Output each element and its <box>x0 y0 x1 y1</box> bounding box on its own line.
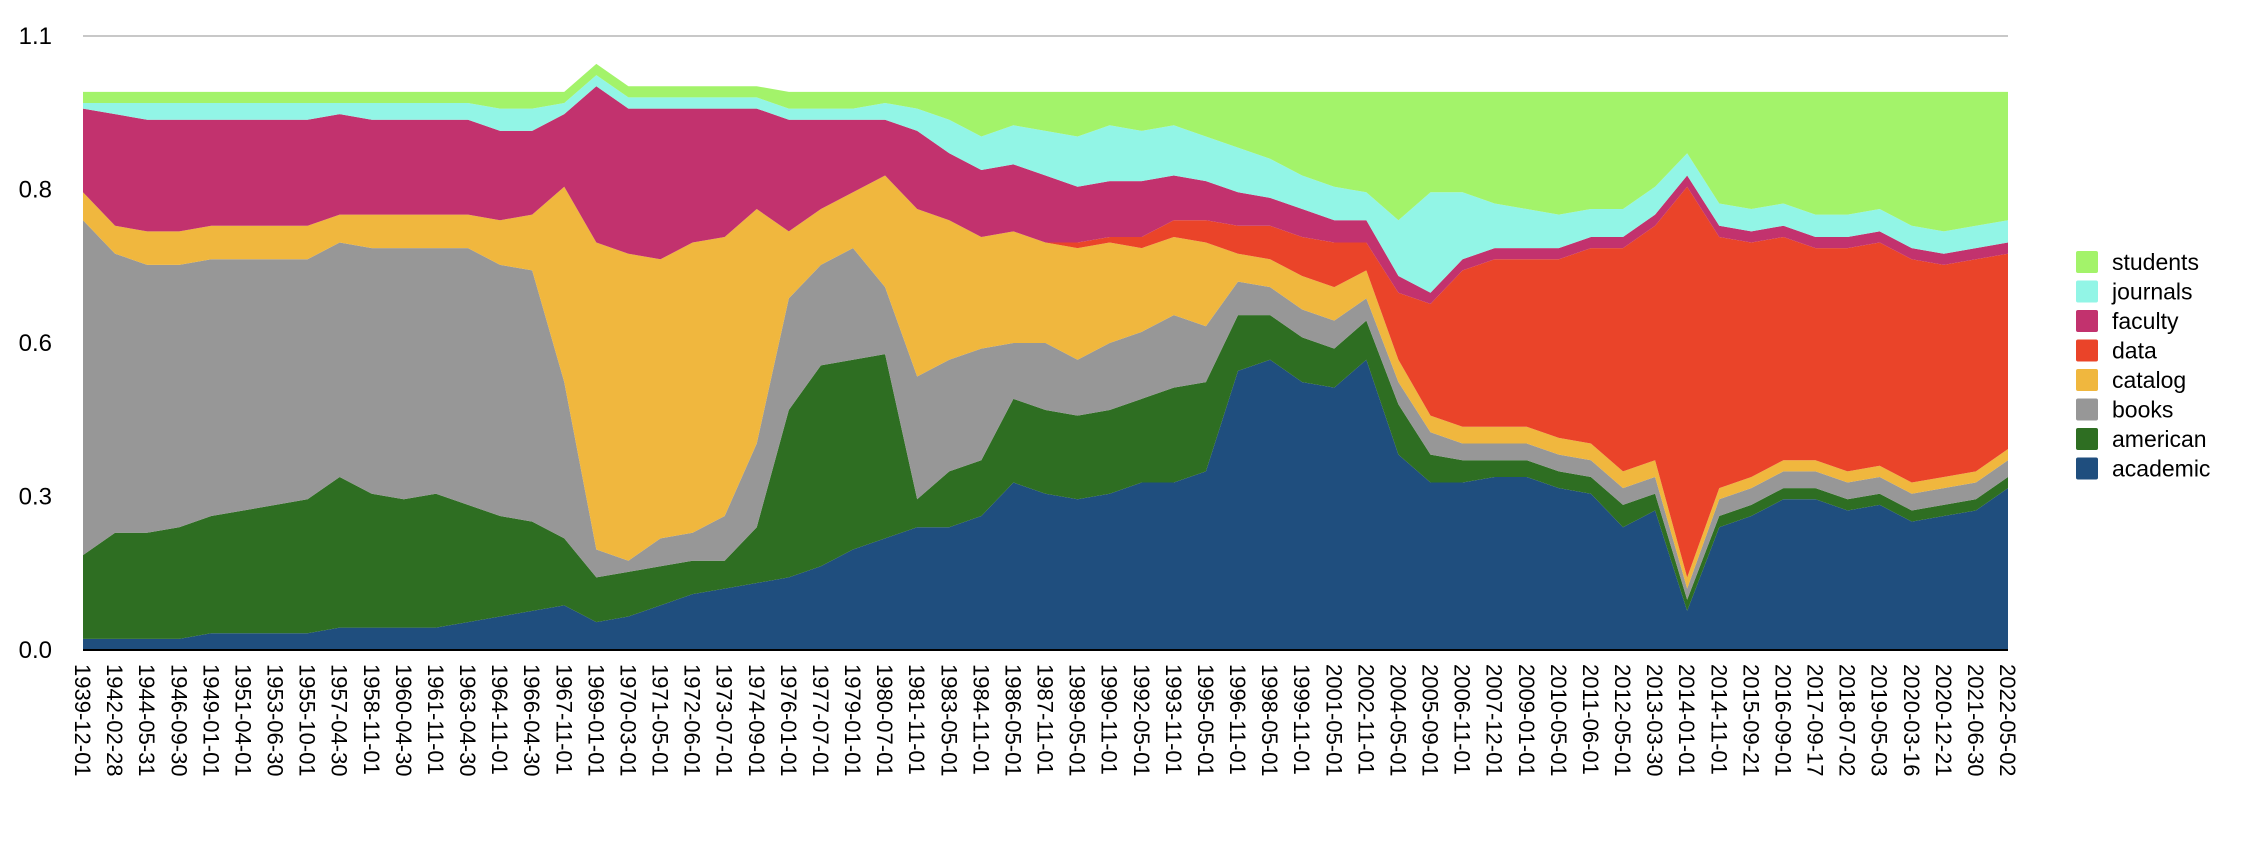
x-tick-label: 1953-06-30 <box>263 664 288 777</box>
legend-swatch-academic <box>2076 457 2098 480</box>
legend-label-journals: journals <box>2111 279 2193 305</box>
x-tick-label: 1970-03-01 <box>615 664 640 777</box>
x-tick-label: 1986-05-01 <box>1000 664 1025 777</box>
x-tick-label: 1990-11-01 <box>1097 664 1122 775</box>
x-tick-label: 2006-11-01 <box>1450 664 1475 775</box>
x-tick-label: 1977-07-01 <box>808 664 833 777</box>
area-academic <box>83 359 2008 650</box>
x-tick-label: 1992-05-01 <box>1129 664 1154 777</box>
x-tick-label: 1942-02-28 <box>102 664 127 777</box>
y-tick-label: 0.6 <box>19 330 52 357</box>
legend-label-faculty: faculty <box>2112 308 2179 334</box>
area-journals <box>83 75 2008 293</box>
x-tick-label: 2022-05-02 <box>1995 664 2020 777</box>
x-tick-label: 1972-06-01 <box>680 664 705 777</box>
legend-label-students: students <box>2112 249 2199 275</box>
x-tick-label: 2014-11-01 <box>1706 664 1731 775</box>
x-tick-label: 2018-07-02 <box>1835 664 1860 777</box>
x-tick-label: 1946-09-30 <box>166 664 191 777</box>
legend: students journals faculty data catalog books a… <box>2076 249 2210 482</box>
x-tick-label: 2002-11-01 <box>1353 664 1378 775</box>
x-tick-label: 2012-05-01 <box>1610 664 1635 777</box>
area-data <box>83 175 2008 578</box>
x-tick-label: 1957-04-30 <box>327 664 352 777</box>
y-tick-label: 0.0 <box>19 637 52 664</box>
x-tick-label: 2007-12-01 <box>1482 664 1507 777</box>
x-tick-label: 2001-05-01 <box>1321 664 1346 777</box>
x-tick-label: 1974-09-01 <box>744 664 769 777</box>
area-catalog <box>83 175 2008 589</box>
x-tick-label: 1960-04-30 <box>391 664 416 777</box>
x-tick-label: 1984-11-01 <box>968 664 993 775</box>
x-tick-label: 1944-05-31 <box>134 664 159 777</box>
x-tick-label: 1976-01-01 <box>776 664 801 777</box>
x-tick-label: 1983-05-01 <box>936 664 961 777</box>
x-tick-label: 2011-06-01 <box>1578 664 1603 775</box>
y-tick-label: 0.8 <box>19 177 52 204</box>
x-tick-label: 1989-05-01 <box>1065 664 1090 777</box>
y-tick-label: 0.3 <box>19 484 52 511</box>
legend-swatch-data <box>2076 339 2098 362</box>
legend-label-american: american <box>2112 426 2207 452</box>
x-tick-label: 2019-05-03 <box>1867 664 1892 777</box>
x-tick-label: 2020-12-21 <box>1931 664 1956 777</box>
x-tick-label: 2021-06-30 <box>1963 664 1988 777</box>
x-tick-label: 1958-11-01 <box>359 664 384 775</box>
y-axis-ticks: 0.0 0.3 0.6 0.8 1.1 <box>19 23 52 664</box>
legend-swatch-faculty <box>2076 310 2098 332</box>
area-series-group <box>83 63 2008 651</box>
legend-swatch-american <box>2076 428 2098 450</box>
x-tick-label: 1951-04-01 <box>230 664 255 777</box>
x-tick-label: 1955-10-01 <box>295 664 320 777</box>
x-tick-label: 1964-11-01 <box>487 664 512 775</box>
x-tick-label: 2015-09-21 <box>1738 664 1763 777</box>
x-tick-label: 1980-07-01 <box>872 664 897 777</box>
legend-swatch-books <box>2076 398 2098 421</box>
x-tick-label: 1949-01-01 <box>198 664 223 777</box>
x-tick-label: 1996-11-01 <box>1225 664 1250 775</box>
x-tick-label: 1993-11-01 <box>1161 664 1186 775</box>
x-tick-label: 1998-05-01 <box>1257 664 1282 777</box>
x-tick-label: 1967-11-01 <box>551 664 576 775</box>
x-tick-label: 1969-01-01 <box>583 664 608 777</box>
x-tick-label: 1999-11-01 <box>1289 664 1314 775</box>
x-tick-label: 1963-04-30 <box>455 664 480 777</box>
x-tick-label: 1971-05-01 <box>648 664 673 777</box>
x-tick-label: 2014-01-01 <box>1674 664 1699 777</box>
legend-swatch-catalog <box>2076 369 2098 391</box>
x-tick-label: 1961-11-01 <box>423 664 448 775</box>
x-tick-label: 2016-09-01 <box>1770 664 1795 777</box>
area-students <box>83 63 2008 232</box>
x-axis-ticks: 1939-12-01 1942-02-28 1944-05-31 1946-09-30… <box>70 664 2020 777</box>
legend-label-catalog: catalog <box>2112 367 2186 393</box>
x-tick-label: 2009-01-01 <box>1514 664 1539 777</box>
area-american <box>83 315 2008 639</box>
x-tick-label: 1973-07-01 <box>712 664 737 777</box>
legend-label-books: books <box>2112 397 2173 423</box>
x-tick-label: 2010-05-01 <box>1546 664 1571 777</box>
legend-label-data: data <box>2112 338 2157 364</box>
area-faculty <box>83 86 2008 304</box>
x-tick-label: 1939-12-01 <box>70 664 95 777</box>
x-tick-label: 2020-03-16 <box>1899 664 1924 777</box>
legend-swatch-students <box>2076 251 2098 273</box>
area-books <box>83 220 2008 600</box>
y-tick-label: 1.1 <box>19 23 52 50</box>
x-tick-label: 1966-04-30 <box>519 664 544 777</box>
x-tick-label: 2004-05-01 <box>1385 664 1410 777</box>
legend-swatch-journals <box>2076 280 2098 303</box>
x-tick-label: 1979-01-01 <box>840 664 865 777</box>
x-tick-label: 1995-05-01 <box>1193 664 1218 777</box>
x-tick-label: 1981-11-01 <box>904 664 929 775</box>
x-tick-label: 2017-09-17 <box>1803 664 1828 777</box>
x-tick-label: 2013-03-30 <box>1642 664 1667 777</box>
x-tick-label: 2005-09-01 <box>1418 664 1443 777</box>
legend-label-academic: academic <box>2112 456 2210 482</box>
x-tick-label: 1987-11-01 <box>1033 664 1058 775</box>
